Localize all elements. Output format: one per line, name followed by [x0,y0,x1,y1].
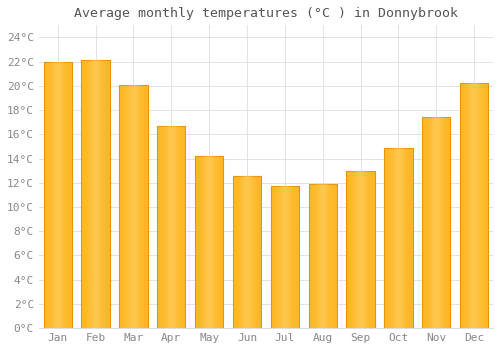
Bar [308,184,337,328]
Bar [270,187,299,328]
Bar [44,62,72,328]
Title: Average monthly temperatures (°C ) in Donnybrook: Average monthly temperatures (°C ) in Do… [74,7,458,20]
Bar [82,61,110,328]
Bar [157,126,186,328]
Bar [422,117,450,328]
Bar [195,156,224,328]
Bar [233,175,261,328]
Bar [384,148,412,328]
Bar [119,85,148,328]
Bar [460,83,488,328]
Bar [346,171,375,328]
